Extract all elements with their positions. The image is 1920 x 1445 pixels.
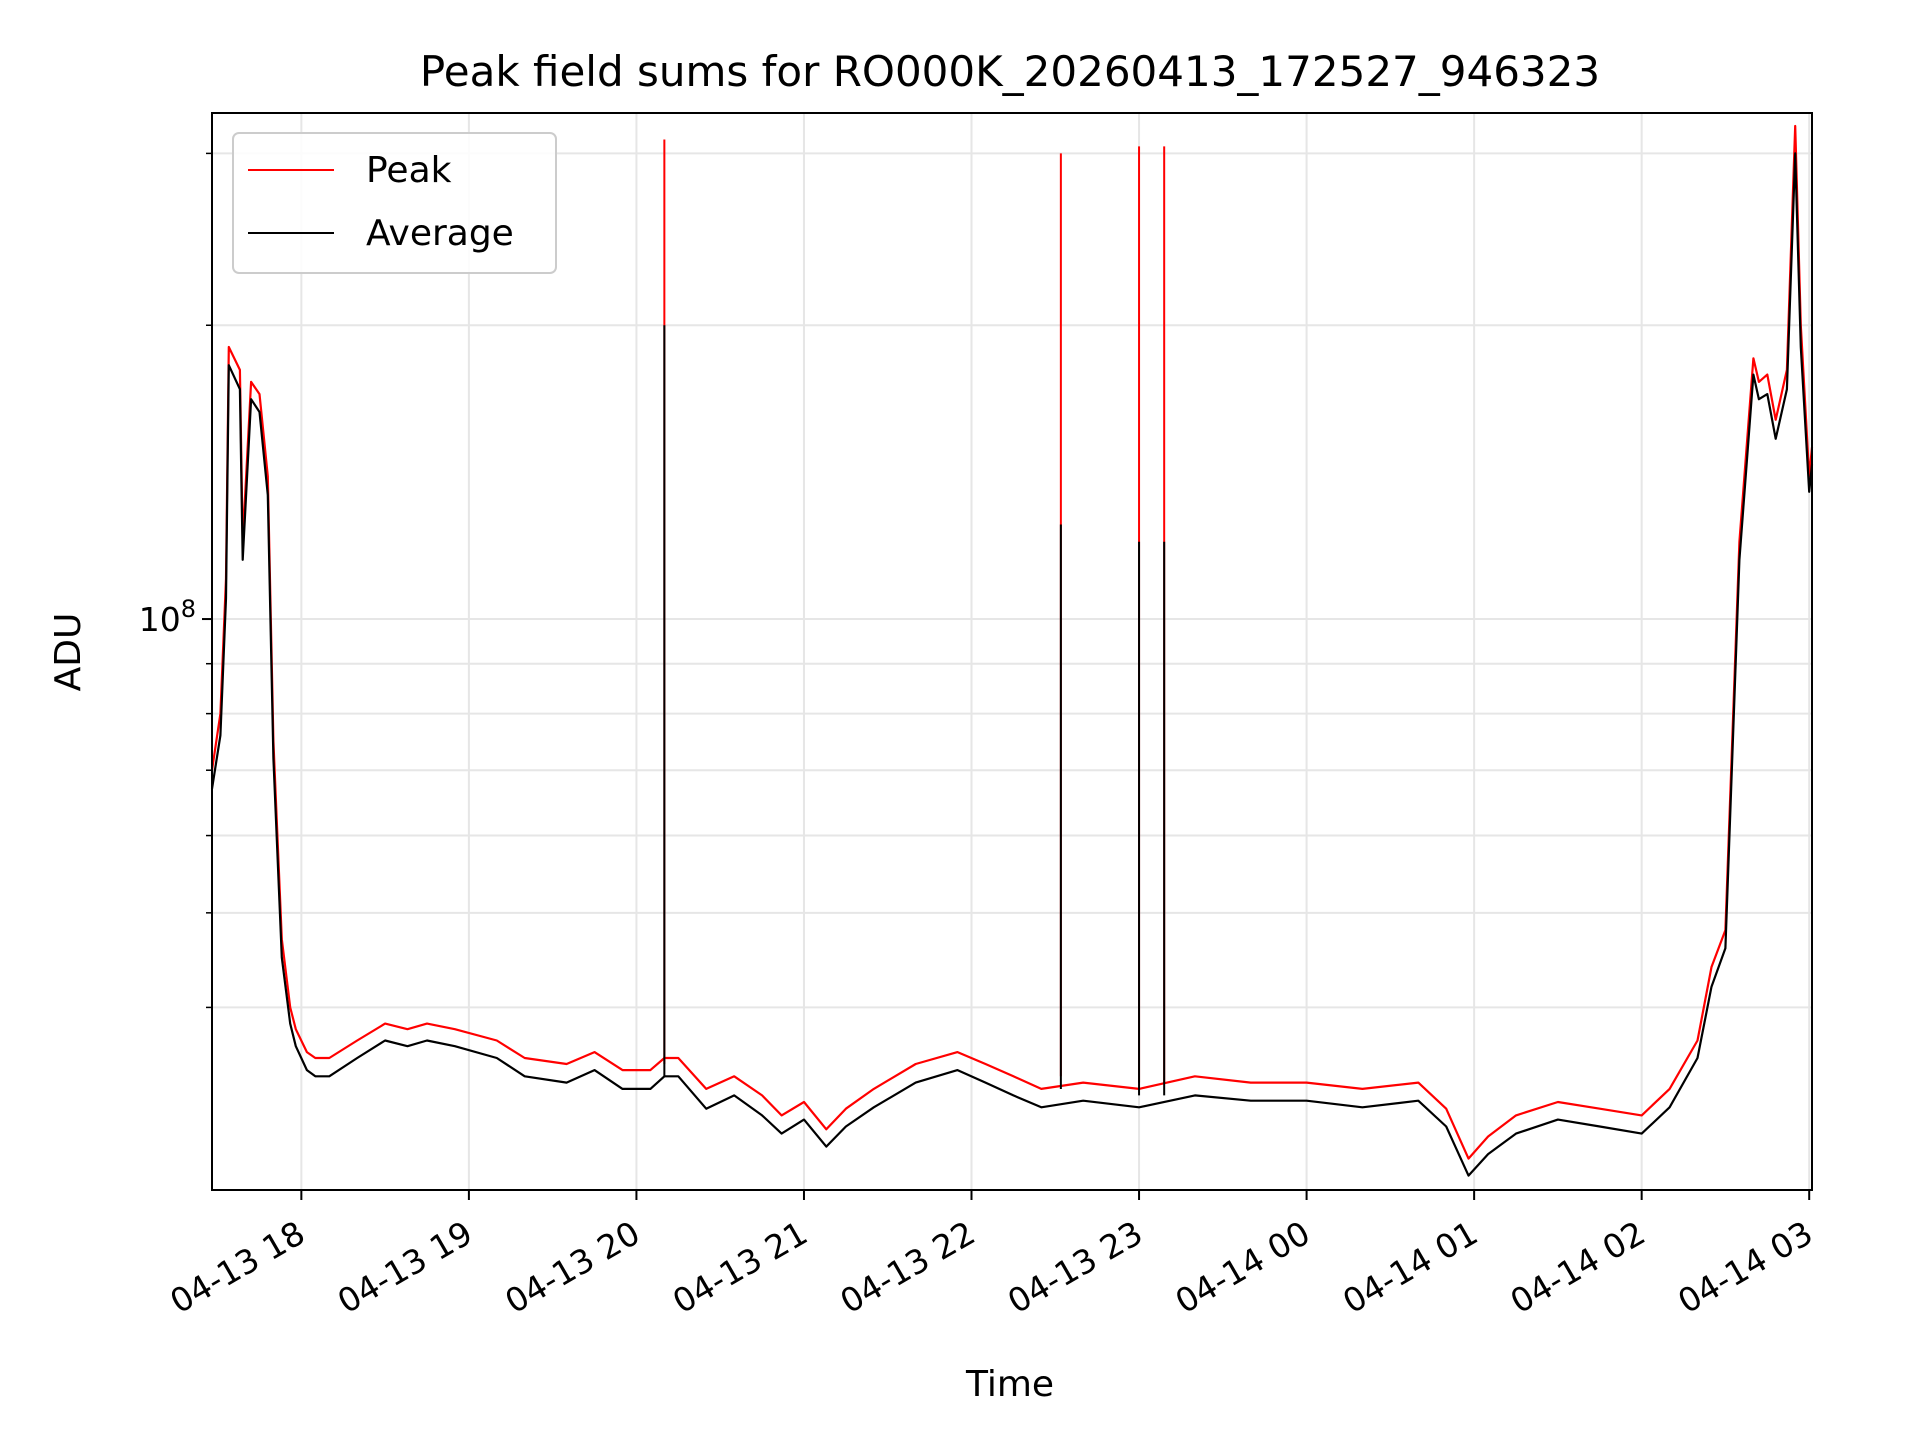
legend: Peak Average — [232, 132, 557, 274]
y-axis-label: ADU — [48, 613, 89, 692]
x-axis-label: Time — [965, 1364, 1054, 1405]
y-tick-label: 108 — [139, 595, 196, 639]
x-tick-label: 04-14 01 — [1336, 1213, 1484, 1321]
series-line-average — [210, 152, 1814, 1177]
legend-label-peak: Peak — [366, 150, 452, 191]
x-tick-label: 04-13 20 — [498, 1213, 646, 1321]
plot-layer — [210, 124, 1814, 1177]
x-axis-ticks: 04-13 18 04-13 19 04-13 20 04-13 21 04-13 22… — [163, 1190, 1819, 1321]
legend-box — [232, 132, 557, 274]
y-axis-ticks: 108 — [139, 152, 212, 1009]
plot-frame — [211, 112, 1813, 1191]
legend-label-average: Average — [366, 213, 514, 254]
series-line-peak — [210, 124, 1814, 1160]
x-tick-label: 04-13 18 — [163, 1213, 311, 1321]
x-tick-label: 04-14 00 — [1169, 1213, 1317, 1321]
x-tick-label: 04-13 19 — [331, 1213, 479, 1321]
x-tick-label: 04-14 03 — [1671, 1213, 1819, 1321]
x-tick-label: 04-13 22 — [834, 1213, 982, 1321]
chart-title: Peak field sums for RO000K_20260413_1725… — [420, 47, 1600, 96]
x-tick-label: 04-13 23 — [1001, 1213, 1149, 1321]
x-tick-label: 04-14 02 — [1504, 1213, 1652, 1321]
x-tick-label: 04-13 21 — [666, 1213, 814, 1321]
